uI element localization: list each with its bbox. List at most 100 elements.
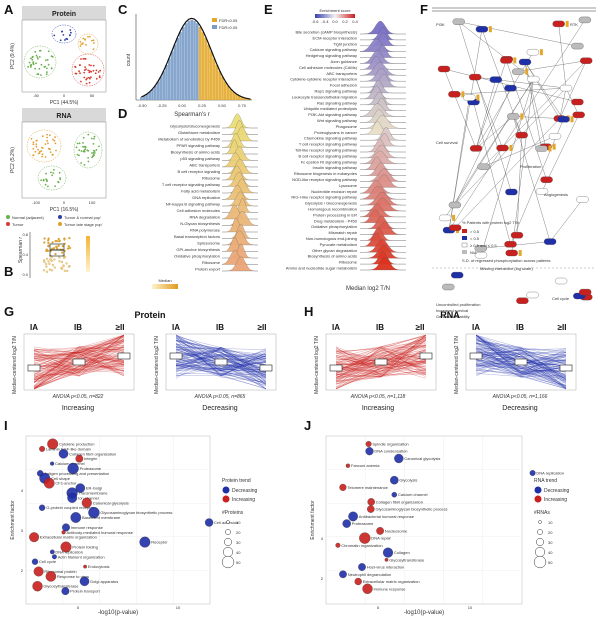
enrichment-bubble — [62, 523, 70, 532]
trend-median-box — [169, 352, 183, 360]
ridge-term-label: DNA replication — [192, 195, 220, 200]
size-legend-label: 30 — [236, 540, 241, 545]
enrichment-term-label: Collagen fibril organization — [69, 451, 116, 456]
pathway-edge — [511, 79, 534, 254]
pathway-label-survival: Cell survival — [436, 140, 458, 145]
normal-point — [59, 178, 62, 181]
early-point — [53, 34, 56, 37]
spearman-point — [68, 237, 71, 240]
size-legend-label: 40 — [236, 550, 241, 555]
normal-point — [40, 63, 43, 66]
spearman-point — [58, 256, 61, 259]
hist-bar — [140, 97, 143, 100]
trend-line — [475, 348, 567, 374]
ridge-term-label: Drug metabolism - P450 — [314, 218, 358, 223]
trend-line — [33, 349, 125, 371]
ridge-term-label: Oxidative phosphorylation — [174, 254, 220, 259]
stage-ia-right: IA — [172, 323, 180, 332]
hist-bar — [165, 65, 168, 100]
pathway-node — [452, 18, 465, 25]
ridge-distribution — [360, 97, 406, 111]
enrichment-term-label: Protein transport — [70, 589, 100, 594]
pca-rna-xlabel: PC1 (16.5%) — [50, 207, 79, 213]
enrichment-term-label: Transmembrane — [78, 491, 108, 496]
pathway-node — [496, 144, 509, 152]
normal-point — [32, 55, 34, 58]
enrichment-term-label: Cell cycle — [39, 559, 57, 564]
ridge-distribution — [222, 159, 258, 174]
tumor-point — [92, 64, 95, 67]
trend-line — [335, 369, 427, 377]
pathway-node — [477, 163, 490, 170]
trend-line — [175, 363, 267, 387]
normal-point — [30, 63, 33, 66]
normal-point — [51, 174, 53, 177]
panel-j: Spindle organization DNA condensation Cano… — [310, 435, 570, 616]
trend-line — [33, 348, 125, 352]
hist-bar — [154, 85, 157, 100]
trend-line — [33, 365, 125, 390]
normal-point — [80, 162, 83, 164]
pathway-edge — [475, 52, 534, 149]
trend-line — [475, 353, 567, 377]
late-point — [41, 153, 44, 156]
enrichment-term-label: Response to virus — [57, 574, 89, 579]
late-point — [91, 39, 93, 42]
spearman-point — [43, 241, 46, 244]
ridge-distribution — [222, 133, 258, 148]
normal-point — [84, 148, 87, 151]
normal-point — [87, 149, 90, 152]
normal-point — [44, 183, 47, 186]
panel-letter-g: G — [4, 304, 14, 319]
enrichment-bubble — [81, 497, 92, 508]
bubble-j-xtick: 10 — [468, 605, 473, 610]
bubble-j-xtick: 5 — [377, 605, 380, 610]
late-point — [84, 39, 86, 41]
hist-bar — [221, 76, 224, 100]
enrichment-term-label: Cell shape — [51, 476, 71, 481]
late-point — [81, 43, 84, 45]
legend-pop2-label: Tumor late stage pop' — [64, 222, 103, 227]
ridge-distribution — [360, 227, 406, 241]
tumor-point — [80, 58, 82, 60]
enrichment-term-label: ER-Golgi — [86, 486, 102, 491]
pathway-node — [516, 297, 529, 304]
ridge-e-scale-tick: 0.0 — [332, 19, 338, 24]
spearman-point — [51, 241, 54, 244]
ridge-distribution — [360, 250, 406, 265]
enrichment-term-label: Spindle organization — [372, 442, 408, 447]
pathway-edge — [443, 68, 477, 149]
trend-line — [335, 354, 427, 379]
hist-bar — [235, 94, 238, 100]
enrichment-term-label: G-protein coupled receptor — [46, 505, 94, 510]
enrichment-term-label: Fanconi anemia — [351, 463, 380, 468]
normal-point — [47, 185, 49, 188]
bubble-i-xlabel: -log10(p-value) — [98, 610, 138, 616]
trend-line — [33, 335, 125, 378]
pathway-node — [504, 84, 517, 92]
pathway-edge — [524, 61, 546, 147]
ridge-distribution — [359, 103, 406, 117]
ridge-term-label: ECM-receptor interaction — [313, 35, 357, 40]
hist-tick: 0.50 — [218, 103, 227, 108]
pca-protein-header — [22, 6, 106, 20]
tumor-point — [88, 70, 91, 72]
trend-line — [475, 342, 567, 368]
trend-line — [175, 348, 267, 385]
late-point — [46, 133, 49, 136]
trend-line — [33, 338, 125, 379]
enrichment-bubble — [33, 566, 44, 577]
tumor-point — [88, 76, 90, 79]
enrichment-bubble — [365, 441, 372, 447]
size-legend-label: 50 — [548, 560, 553, 565]
hist-bar — [168, 58, 171, 100]
enrichment-term-label: DNA repair — [371, 536, 391, 541]
phospho-bar — [552, 143, 556, 150]
ridge-distribution — [222, 120, 258, 135]
late-point — [51, 153, 54, 156]
trend-median-box — [419, 352, 433, 360]
ridge-e-scale-tick: 0.2 — [342, 19, 348, 24]
trend-line — [175, 353, 267, 386]
